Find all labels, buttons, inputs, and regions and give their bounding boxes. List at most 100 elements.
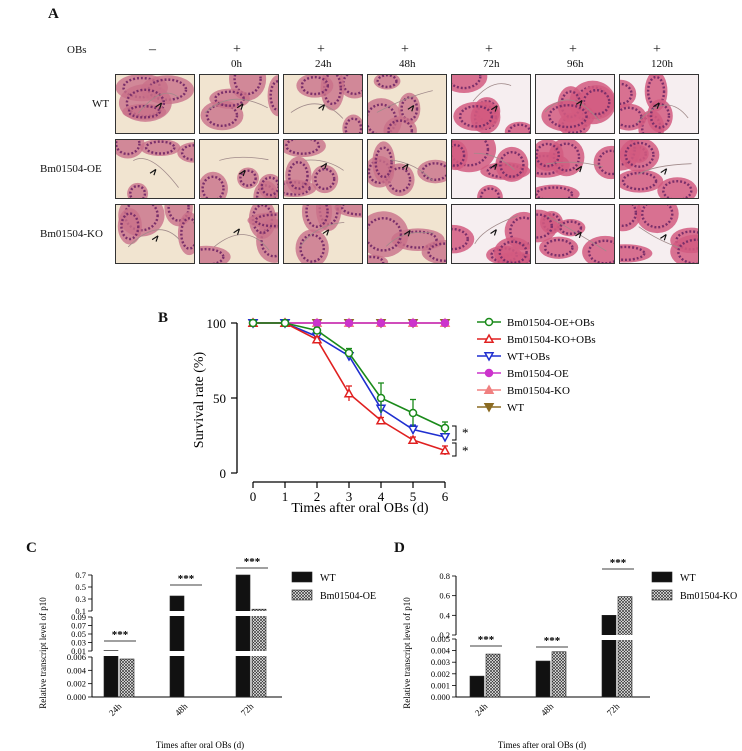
axis-break-gap [235, 611, 268, 616]
data-point [439, 433, 451, 443]
x-tick-label: 72h [605, 701, 622, 718]
obs-sign: – [149, 42, 156, 57]
x-tick-label: 2 [314, 489, 321, 504]
data-point [440, 423, 450, 433]
legend-marker [484, 368, 494, 378]
x-tick-label: 0 [250, 489, 257, 504]
y-tick-label: 50 [213, 391, 226, 406]
data-point [376, 318, 386, 328]
obs-sign: + [317, 42, 325, 57]
histology-image [115, 139, 195, 199]
y-tick-label: 0.07 [71, 621, 86, 631]
x-axis-label: Times after oral OBs (d) [156, 740, 244, 750]
panel-a-label: A [48, 6, 59, 22]
axis-break-gap [103, 651, 136, 656]
row-label: Bm01504-KO [40, 228, 103, 240]
y-axis-label: Relative transcript level of p10 [402, 597, 412, 709]
x-tick-label: 72h [239, 701, 256, 718]
bar [485, 653, 501, 698]
data-point [280, 318, 290, 328]
histology-image [535, 139, 615, 199]
y-tick-label: 100 [207, 316, 227, 331]
x-tick-label: 3 [346, 489, 353, 504]
data-point [407, 425, 419, 436]
y-tick-label: 0.003 [431, 657, 450, 667]
y-tick-label: 0.8 [439, 571, 450, 581]
legend-label: Bm01504-OE+OBs [507, 317, 594, 329]
panel-b-label: B [158, 310, 169, 326]
axis-break-gap [535, 635, 568, 640]
legend-marker [483, 352, 495, 362]
legend-label: Bm01504-OE [507, 368, 569, 380]
legend-swatch [291, 571, 313, 583]
y-tick-label: 0.004 [431, 646, 451, 656]
y-tick-label: 0.005 [431, 634, 450, 644]
legend-label: Bm01504-KO [507, 385, 570, 397]
obs-sign: + [233, 42, 241, 57]
x-axis-label: Times after oral OBs (d) [291, 501, 428, 516]
sig-stars: *** [178, 573, 195, 585]
bar [235, 574, 251, 698]
data-point [344, 318, 354, 328]
histology-image [367, 204, 447, 264]
axis-break-gap [601, 635, 634, 640]
x-tick-label: 24h [107, 701, 124, 718]
bar [601, 615, 617, 698]
y-tick-label: 0.1 [75, 606, 86, 616]
obs-sign: + [653, 42, 661, 57]
significance-star-2: * [462, 443, 469, 458]
legend-label: WT [320, 573, 336, 584]
histology-image [115, 204, 195, 264]
row-label: WT [92, 98, 110, 110]
x-tick-label: 6 [442, 489, 449, 504]
data-point [439, 444, 451, 455]
y-tick-label: 0.05 [71, 629, 86, 639]
time-label: 48h [399, 58, 416, 70]
axis-break-gap [169, 611, 202, 616]
data-point [311, 333, 323, 344]
y-tick-label: 0.002 [431, 669, 450, 679]
x-axis-label: Times after oral OBs (d) [498, 740, 586, 750]
legend-swatch [291, 589, 313, 601]
y-tick-label: 0.002 [67, 679, 86, 689]
histology-image [619, 74, 699, 134]
data-point [312, 318, 322, 328]
sig-stars: *** [610, 557, 627, 569]
data-point [344, 348, 354, 358]
legend-swatch [651, 571, 673, 583]
legend-label: Bm01504-KO+OBs [507, 334, 596, 346]
data-point [440, 318, 450, 328]
significance-star-1: * [462, 425, 469, 440]
bar [103, 650, 119, 698]
histology-image [199, 204, 279, 264]
y-tick-label: 0.3 [75, 594, 86, 604]
legend-label: Bm01504-KO [680, 591, 737, 602]
histology-image [199, 74, 279, 134]
legend-label: WT [507, 402, 524, 414]
y-axis-label: Relative transcript level of p10 [38, 597, 48, 709]
series-line [253, 322, 446, 438]
bar [469, 675, 485, 698]
y-tick-label: 0.2 [439, 630, 450, 640]
data-point [375, 414, 387, 425]
data-point [343, 387, 355, 398]
bar-chart-c: Relative transcript level of p10 Times a… [38, 556, 376, 750]
histology-image [535, 204, 615, 264]
y-tick-label: 0.000 [67, 692, 86, 702]
sig-stars: *** [544, 635, 561, 647]
x-tick-label: 48h [173, 701, 190, 718]
time-label: 0h [231, 58, 242, 70]
y-tick-label: 0.7 [75, 570, 86, 580]
survival-chart: 0 50 100 0 1 2 3 4 5 6 Bm01504-OE+OBs Bm01504-KO+O… [192, 316, 596, 516]
obs-sign: + [569, 42, 577, 57]
histology-image [283, 204, 363, 264]
y-tick-label: 0.5 [75, 582, 86, 592]
data-point [312, 326, 322, 335]
y-tick-label: 0.4 [439, 610, 450, 620]
time-label: 24h [315, 58, 332, 70]
data-point [408, 408, 418, 418]
x-tick-label: 1 [282, 489, 289, 504]
sig-stars: *** [244, 556, 261, 568]
histology-image [535, 74, 615, 134]
y-tick-label: 0.004 [67, 665, 87, 675]
